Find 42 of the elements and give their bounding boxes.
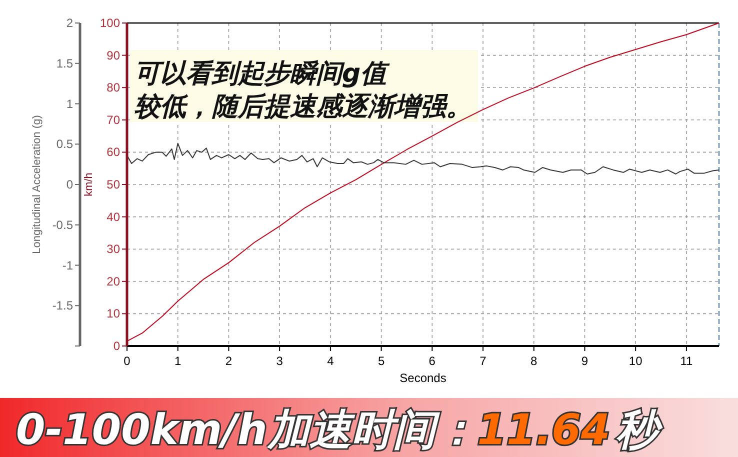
y-tick-label: 20 [106,274,120,288]
y2-tick-label: 1 [66,96,74,111]
text: 0-100km/h加速时间： [16,405,478,454]
y-tick-label: 30 [106,242,120,256]
y-tick-label: 80 [106,80,120,95]
x-tick-label: 11 [680,354,693,368]
y2-tick-label: -1 [62,258,74,272]
x-tick-label: 7 [480,354,487,368]
note: 可以看到起步瞬间g值 较低，随后提速感逐渐增强。 [130,50,478,122]
y-tick-label: 90 [106,48,120,62]
y-tick-label: 70 [106,112,120,127]
y-tick-label: 50 [106,178,120,192]
x-tick-label: 9 [581,354,588,368]
x-tick-label: 8 [530,354,538,368]
annotation: 可以看到起步瞬间g值 [134,59,391,89]
text: 秒 [616,405,664,454]
line-series [126,22,720,342]
y2-tick-label: 0.5 [56,137,74,152]
y-tick-label: 100 [100,16,120,30]
y2-tick-label: -1.5 [52,298,74,313]
y-tick-label: 60 [106,145,120,160]
y-tick-label: 40 [106,210,120,224]
y-tick-label: 10 [106,306,120,321]
x-tick-label: 6 [428,354,436,368]
x-tick-label: 10 [628,354,643,368]
y2-tick-label: 0 [66,178,74,192]
y-tick-label: 0 [113,339,120,353]
x-tick-label: 4 [327,354,334,368]
line-series [126,142,720,174]
y2-axis-title: Longitudinal Acceleration (g) [31,115,43,254]
x-axis-title: Seconds [400,371,446,385]
y2-tick-label: 1.5 [56,56,74,70]
y-axis-title: km/h [83,172,95,196]
x-tick-label: 0 [124,354,131,368]
y2-tick-label: 2 [66,16,74,30]
x-tick-label: 3 [276,354,284,368]
text: 11.64 [477,405,610,454]
x-tick-label: 5 [378,354,385,368]
annotation: 较低，随后提速感逐渐增强。 [134,92,472,122]
y2-tick-label: -0.5 [52,218,74,232]
x-tick-label: 2 [225,354,232,368]
x-tick-label: 1 [174,354,182,368]
